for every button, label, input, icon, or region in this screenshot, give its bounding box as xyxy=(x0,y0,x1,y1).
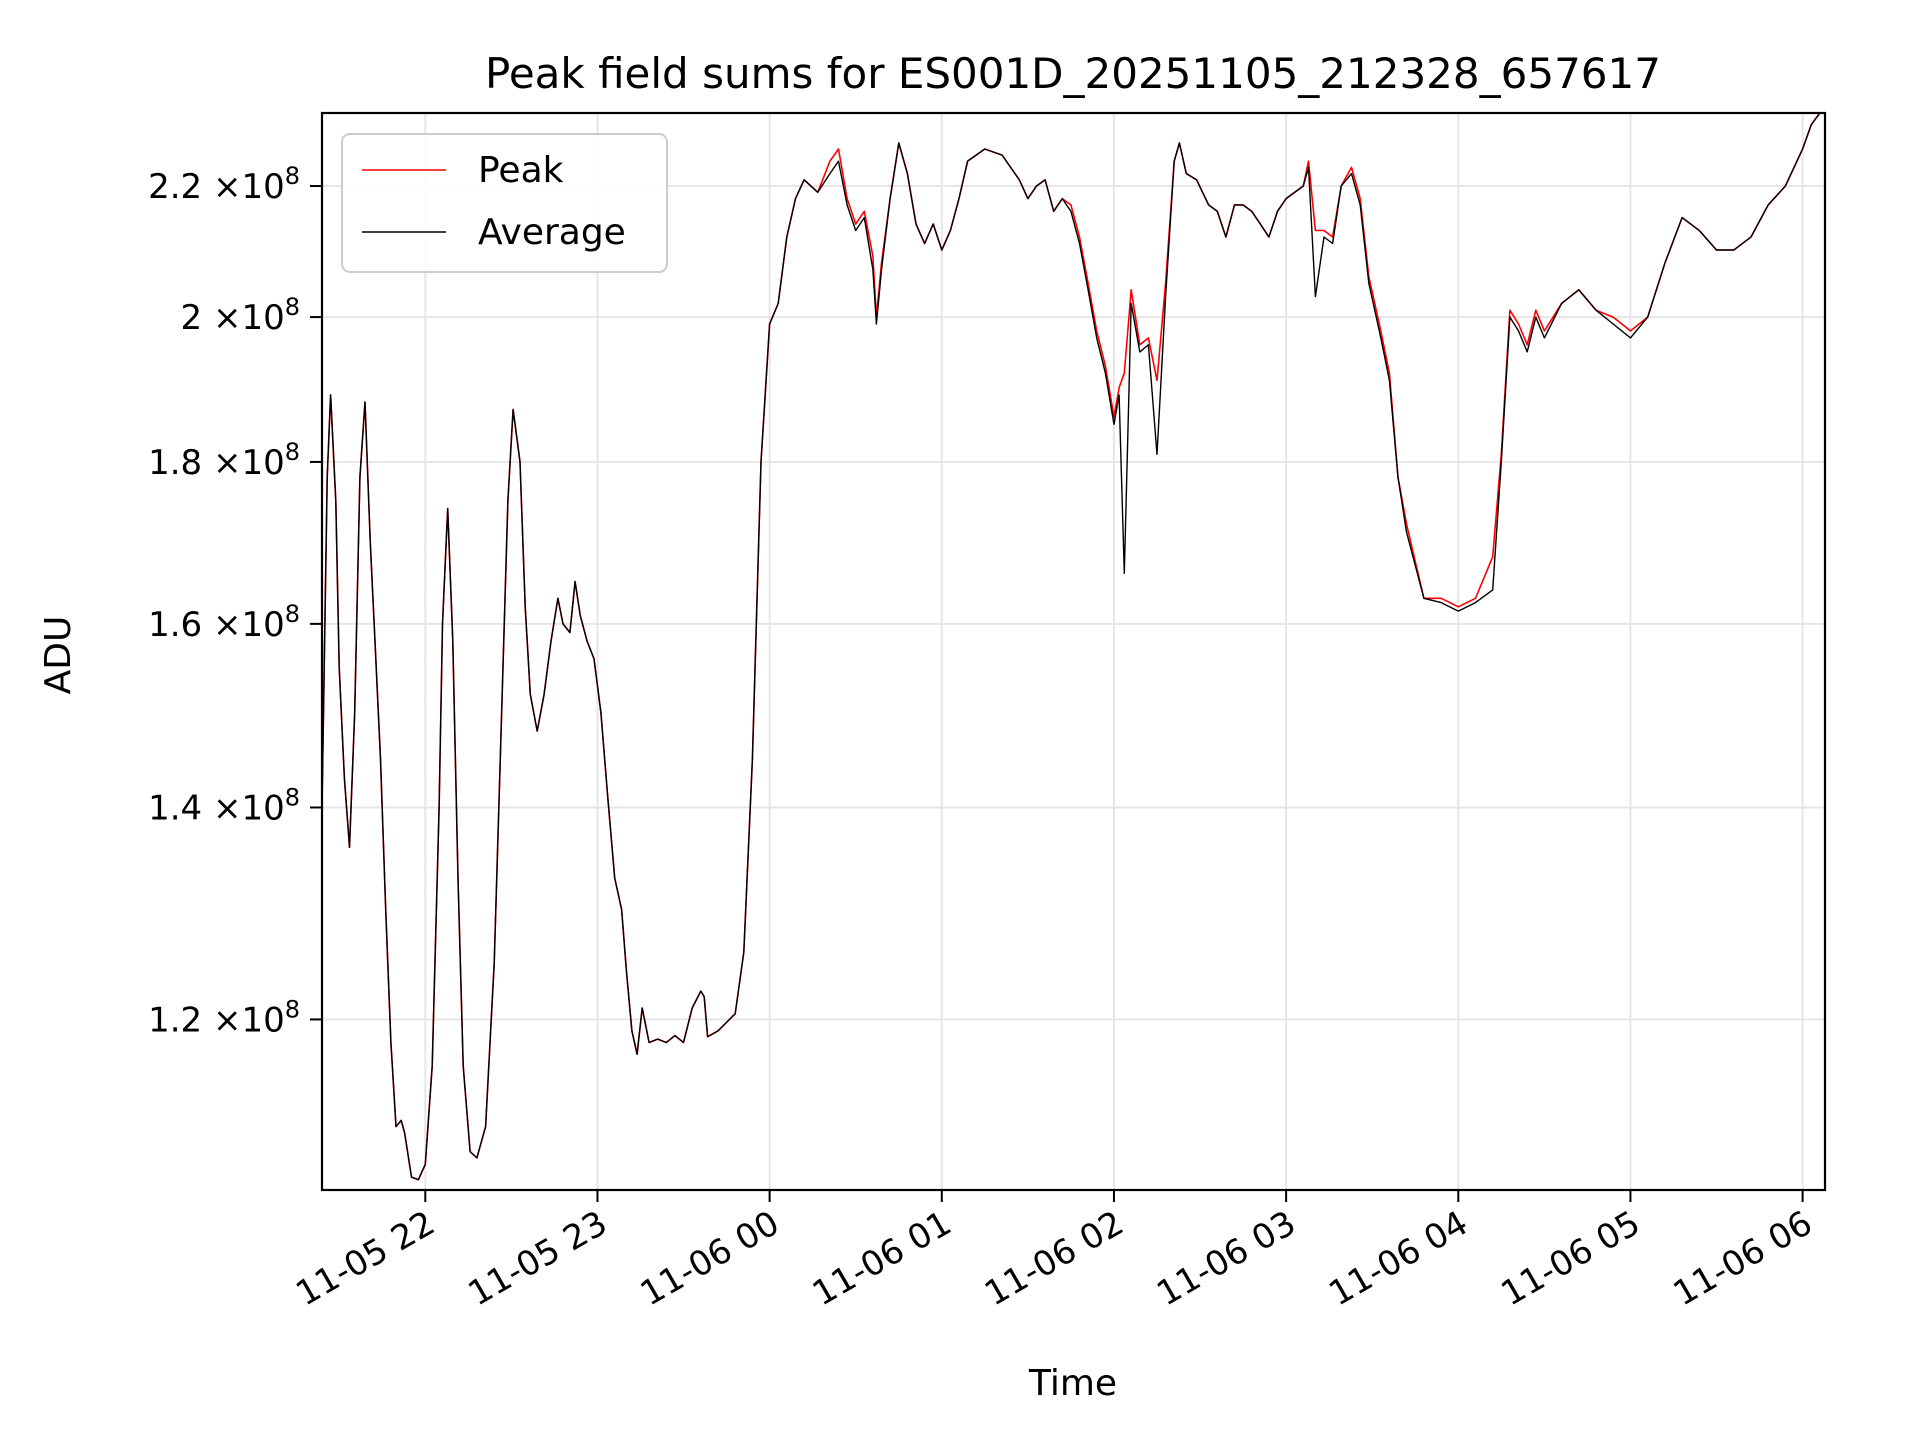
y-tick-label: 1.6 ×108 xyxy=(148,600,300,645)
y-tick-label: 1.2 ×108 xyxy=(148,995,300,1040)
y-axis-label: ADU xyxy=(38,616,79,695)
legend: Peak Average xyxy=(341,133,668,273)
y-tick-label: 2 ×108 xyxy=(181,293,300,338)
series-lines xyxy=(321,112,1825,1181)
chart-title: Peak field sums for ES001D_20251105_2123… xyxy=(485,49,1661,98)
legend-peak-label: Peak xyxy=(478,150,564,191)
y-tick-label: 2.2 ×108 xyxy=(148,162,300,207)
y-axis-ticks: 1.2 ×108 1.4 ×108 1.6 ×108 1.8 ×108 2 ×108 2.… xyxy=(148,162,322,1040)
legend-average-label: Average xyxy=(478,212,626,253)
y-tick-label: 1.8 ×108 xyxy=(148,438,300,483)
grid-lines xyxy=(322,113,1825,1190)
legend-box xyxy=(341,133,668,273)
x-axis-label: Time xyxy=(1028,1363,1117,1404)
plot-frame xyxy=(320,111,1827,1192)
series-line-average xyxy=(321,112,1825,1181)
y-tick-label: 1.4 ×108 xyxy=(148,783,300,828)
